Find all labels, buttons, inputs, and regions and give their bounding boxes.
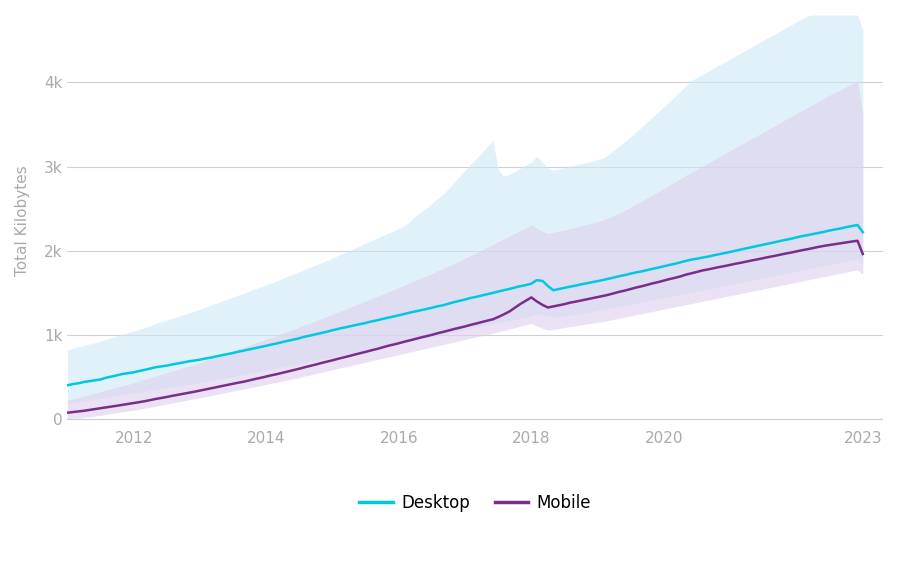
Mobile <box>852 237 863 244</box>
Desktop <box>664 261 675 268</box>
Desktop <box>521 281 532 288</box>
Mobile <box>858 251 868 257</box>
Desktop <box>62 382 73 389</box>
Desktop <box>852 221 863 228</box>
Desktop <box>858 229 868 236</box>
Legend: Desktop, Mobile: Desktop, Mobile <box>353 487 598 519</box>
Mobile <box>101 404 112 411</box>
Desktop <box>687 256 698 263</box>
Y-axis label: Total Kilobytes: Total Kilobytes <box>15 165 30 276</box>
Line: Desktop: Desktop <box>68 225 863 386</box>
Mobile <box>803 246 814 253</box>
Mobile <box>664 276 675 283</box>
Mobile <box>521 297 532 304</box>
Mobile <box>68 408 78 415</box>
Desktop <box>68 380 78 387</box>
Mobile <box>62 410 73 416</box>
Desktop <box>101 374 112 381</box>
Desktop <box>803 232 814 239</box>
Mobile <box>687 270 698 277</box>
Line: Mobile: Mobile <box>68 241 863 413</box>
